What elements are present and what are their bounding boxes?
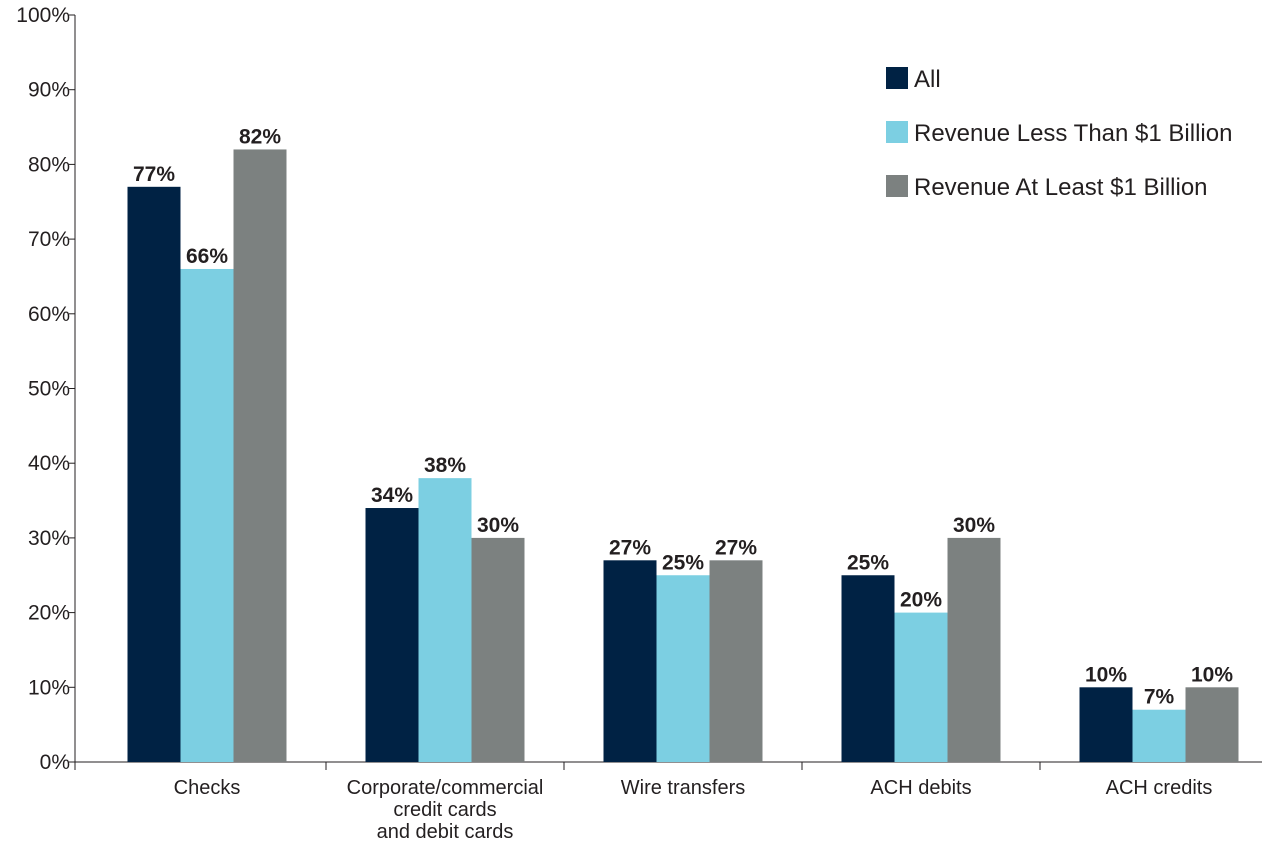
- y-tick-label: 60%: [28, 303, 70, 326]
- data-label: 10%: [1085, 663, 1127, 686]
- legend-swatch: [886, 175, 908, 197]
- data-label: 25%: [847, 551, 889, 574]
- x-category-label: Corporate/commercial: [347, 777, 544, 799]
- y-tick-label: 100%: [16, 4, 70, 27]
- data-label: 25%: [662, 551, 704, 574]
- legend-label: Revenue Less Than $1 Billion: [914, 120, 1232, 147]
- data-label: 77%: [133, 163, 175, 186]
- data-label: 27%: [609, 536, 651, 559]
- y-tick-label: 80%: [28, 153, 70, 176]
- bar: [365, 508, 419, 762]
- x-category-label: Checks: [174, 777, 241, 799]
- data-label: 10%: [1191, 663, 1233, 686]
- y-tick-label: 40%: [28, 452, 70, 475]
- bar: [1185, 687, 1239, 762]
- bar: [947, 537, 1001, 762]
- x-category-label: credit cards: [393, 799, 496, 821]
- y-tick-label: 50%: [28, 378, 70, 401]
- x-category-label: ACH debits: [870, 777, 971, 799]
- y-tick-label: 20%: [28, 602, 70, 625]
- data-label: 7%: [1144, 686, 1175, 709]
- bar: [709, 560, 763, 762]
- data-label: 20%: [900, 589, 942, 612]
- legend-label: All: [914, 66, 941, 93]
- bar: [418, 478, 472, 762]
- bar: [233, 149, 287, 762]
- bar: [894, 612, 948, 762]
- bar: [603, 560, 657, 762]
- data-label: 34%: [371, 484, 413, 507]
- legend-label: Revenue At Least $1 Billion: [914, 174, 1208, 201]
- data-label: 38%: [424, 454, 466, 477]
- data-label: 30%: [953, 514, 995, 537]
- bar: [841, 575, 895, 762]
- bar: [127, 186, 181, 762]
- legend-swatch: [886, 67, 908, 89]
- data-label: 66%: [186, 245, 228, 268]
- bar: [656, 575, 710, 762]
- bar: [180, 268, 234, 762]
- bar: [1132, 709, 1186, 762]
- bar: [471, 537, 525, 762]
- data-label: 30%: [477, 514, 519, 537]
- data-label: 82%: [239, 125, 281, 148]
- bar: [1079, 687, 1133, 762]
- legend-swatch: [886, 121, 908, 143]
- y-tick-label: 70%: [28, 228, 70, 251]
- y-tick-label: 10%: [28, 676, 70, 699]
- data-label: 27%: [715, 536, 757, 559]
- x-category-label: Wire transfers: [621, 777, 745, 799]
- x-category-label: and debit cards: [377, 821, 514, 843]
- y-tick-label: 0%: [40, 751, 70, 774]
- x-category-label: ACH credits: [1106, 777, 1213, 799]
- y-tick-label: 90%: [28, 79, 70, 102]
- y-tick-label: 30%: [28, 527, 70, 550]
